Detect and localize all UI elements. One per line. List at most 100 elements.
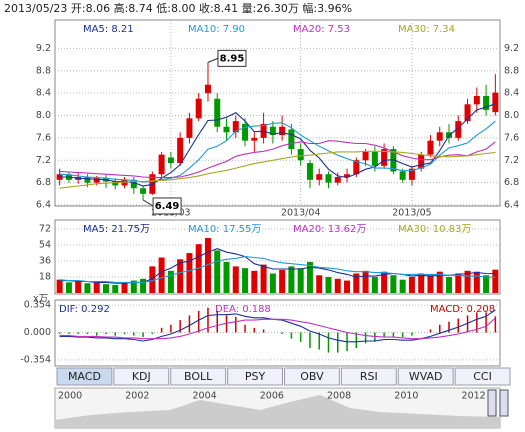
volume-bar bbox=[204, 237, 211, 293]
volume-bar bbox=[186, 253, 193, 293]
tab[interactable] bbox=[170, 367, 227, 386]
tab-label[interactable]: OBV bbox=[300, 370, 324, 383]
y-tick-label: 6.8 bbox=[504, 177, 519, 188]
volume-bar bbox=[381, 271, 388, 293]
volume-bar bbox=[158, 257, 165, 293]
candle-body bbox=[306, 163, 313, 180]
tab-label[interactable]: BOLL bbox=[184, 370, 213, 383]
y-tick-label: 72 bbox=[39, 224, 51, 235]
y-tick-label: 9.2 bbox=[504, 43, 519, 54]
volume-bar bbox=[214, 250, 221, 293]
timeline-year: 2002 bbox=[125, 391, 149, 402]
volume-bar bbox=[121, 282, 128, 293]
candle-body bbox=[344, 174, 351, 178]
tab-label[interactable]: PSY bbox=[245, 370, 266, 383]
y-tick-label: 8.8 bbox=[504, 65, 519, 76]
candle-body bbox=[418, 154, 425, 169]
candle-body bbox=[371, 151, 378, 166]
annotation-label: 6.49 bbox=[155, 201, 180, 212]
annotation-label: 8.95 bbox=[220, 53, 245, 64]
volume-bar bbox=[344, 280, 351, 293]
candle-body bbox=[483, 95, 490, 110]
tab-label[interactable]: CCI bbox=[473, 370, 492, 383]
annotation-box bbox=[217, 49, 247, 67]
y-tick-label: 8.4 bbox=[504, 88, 519, 99]
y-tick-label: 8.4 bbox=[36, 88, 51, 99]
volume-bar bbox=[306, 261, 313, 293]
candle-body bbox=[186, 118, 193, 138]
tab[interactable] bbox=[284, 367, 340, 386]
volume-bar bbox=[473, 271, 480, 293]
candle-body bbox=[84, 177, 91, 183]
volume-bar bbox=[427, 275, 434, 293]
candle-body bbox=[473, 95, 480, 105]
timeline-year: 2004 bbox=[193, 391, 217, 402]
quote-header: 2013/05/23 开:8.06 高:8.74 低:8.00 收:8.41 量… bbox=[4, 1, 352, 15]
volume-bar bbox=[334, 278, 341, 293]
y-tick-label: 7.6 bbox=[504, 132, 519, 143]
candle-body bbox=[325, 174, 332, 183]
volume-bar bbox=[84, 283, 91, 293]
scroll-handle[interactable] bbox=[499, 389, 509, 417]
timeline-year: 2012 bbox=[462, 391, 486, 402]
volume-bar bbox=[130, 280, 137, 293]
tab-label[interactable]: WVAD bbox=[409, 370, 443, 383]
volume-bar bbox=[483, 275, 490, 293]
legend-entry: MA30: 10.83万 bbox=[398, 224, 471, 235]
candle-body bbox=[214, 98, 221, 127]
y-tick-label: 6.4 bbox=[504, 200, 519, 211]
tab-label[interactable]: MACD bbox=[68, 370, 101, 383]
line bbox=[59, 140, 496, 179]
legend-entry: MA5: 21.75万 bbox=[83, 224, 150, 235]
tab-label[interactable]: KDJ bbox=[132, 370, 151, 383]
tab[interactable] bbox=[397, 367, 454, 386]
candle-body bbox=[232, 121, 239, 133]
candle-body bbox=[436, 132, 443, 141]
legend-entry: MA30: 7.34 bbox=[398, 24, 455, 35]
line bbox=[59, 103, 496, 187]
candle-body bbox=[362, 151, 369, 161]
candle-body bbox=[158, 154, 165, 175]
legend-entry: DIF: 0.292 bbox=[59, 304, 110, 315]
tab[interactable] bbox=[454, 367, 511, 386]
candle-body bbox=[140, 188, 147, 194]
price-frame bbox=[54, 19, 501, 207]
volume-bar bbox=[251, 270, 258, 293]
scroll-handle[interactable] bbox=[487, 389, 497, 417]
annotation-leader bbox=[207, 57, 219, 63]
volume-bar bbox=[492, 269, 499, 293]
line bbox=[59, 150, 496, 189]
volume-bar bbox=[399, 279, 406, 293]
candle-body bbox=[279, 126, 286, 136]
tab-label[interactable]: RSI bbox=[360, 370, 378, 383]
y-tick-label: 0.354 bbox=[24, 300, 51, 311]
tab[interactable] bbox=[56, 367, 113, 386]
volume-frame bbox=[54, 219, 501, 295]
candle-body bbox=[353, 160, 360, 175]
legend-entry: DEA: 0.188 bbox=[215, 304, 271, 315]
volume-bar bbox=[223, 261, 230, 293]
x-tick-label: 2013/04 bbox=[281, 208, 320, 219]
timeline-year: 2010 bbox=[394, 391, 418, 402]
volume-bar bbox=[93, 281, 100, 293]
annotation-box bbox=[152, 197, 182, 215]
tab[interactable] bbox=[227, 367, 283, 386]
volume-bar bbox=[269, 273, 276, 293]
volume-bar bbox=[56, 279, 63, 293]
legend-entry: MA20: 13.62万 bbox=[293, 224, 366, 235]
y-tick-label: 6.8 bbox=[36, 177, 51, 188]
tab[interactable] bbox=[113, 367, 170, 386]
legend-entry: MACD: 0.208 bbox=[430, 304, 495, 315]
candle-body bbox=[195, 98, 202, 119]
volume-bar bbox=[288, 266, 295, 293]
volume-bar bbox=[65, 282, 72, 293]
x-tick-label: 2013/05 bbox=[392, 208, 431, 219]
timeline-year: 2008 bbox=[327, 391, 351, 402]
candle-body bbox=[455, 121, 462, 138]
tab[interactable] bbox=[340, 367, 397, 386]
volume-bar bbox=[436, 271, 443, 293]
volume-bar bbox=[408, 277, 415, 293]
y-tick-label: 7.2 bbox=[36, 155, 51, 166]
volume-bar bbox=[260, 264, 267, 293]
candle-body bbox=[399, 171, 406, 180]
